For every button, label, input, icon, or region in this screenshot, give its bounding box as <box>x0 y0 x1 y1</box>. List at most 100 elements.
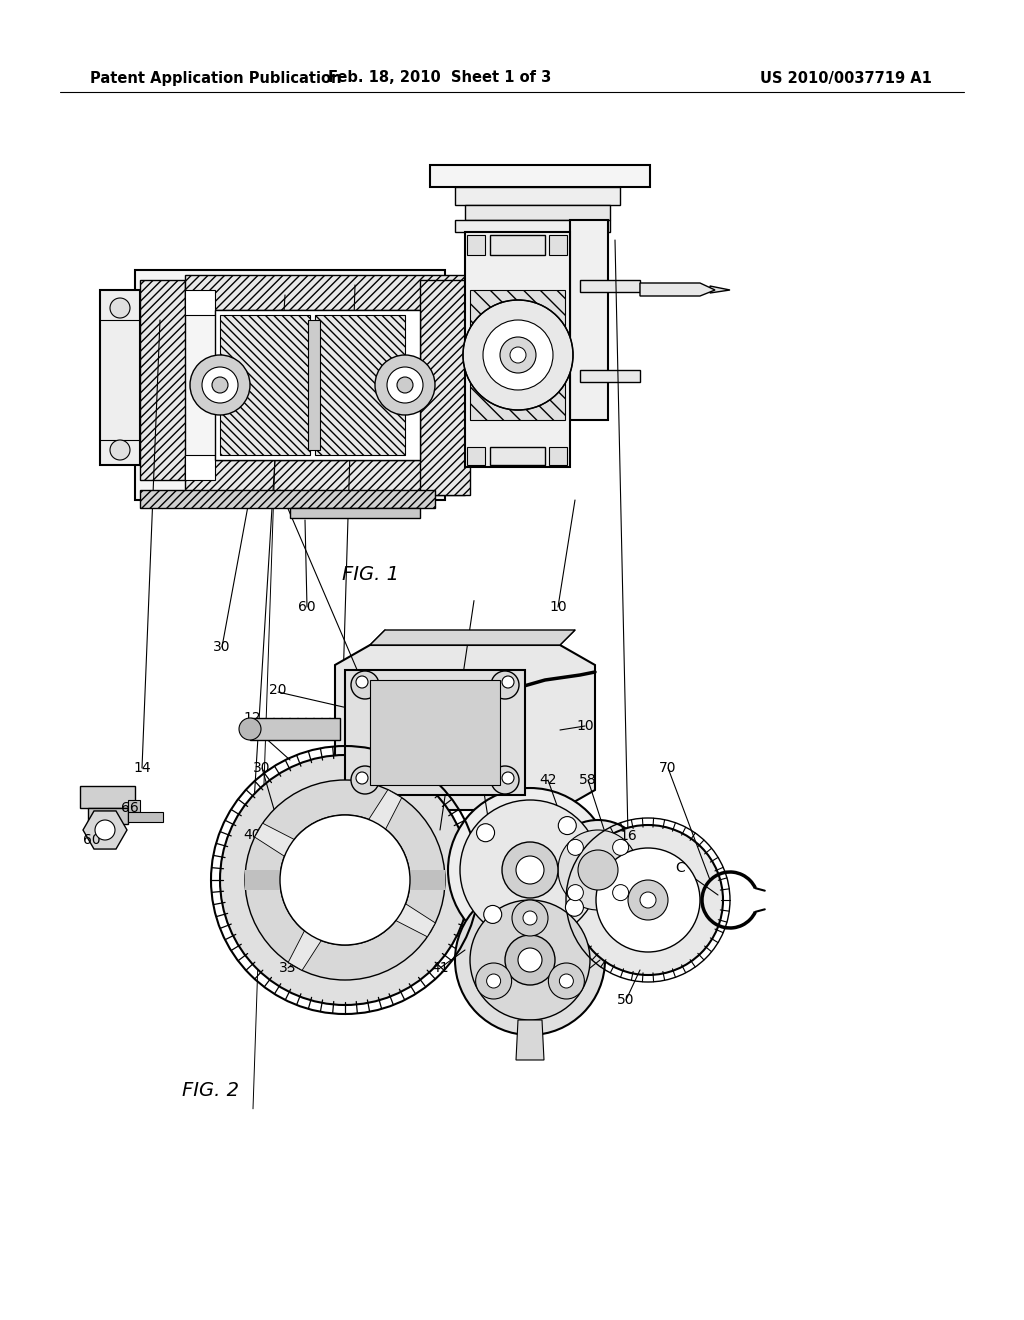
Circle shape <box>356 676 368 688</box>
Text: FIG. 1: FIG. 1 <box>341 565 398 585</box>
Circle shape <box>110 440 130 459</box>
Bar <box>465 232 570 467</box>
Circle shape <box>490 766 519 795</box>
Circle shape <box>476 824 495 842</box>
Text: 42: 42 <box>540 774 557 787</box>
Bar <box>220 315 310 455</box>
Bar <box>308 319 319 450</box>
Bar <box>185 459 465 495</box>
Circle shape <box>512 900 548 936</box>
Bar <box>135 271 445 500</box>
Circle shape <box>356 772 368 784</box>
Circle shape <box>548 820 648 920</box>
Bar <box>128 812 163 822</box>
Bar <box>315 315 406 455</box>
Circle shape <box>110 298 130 318</box>
Polygon shape <box>640 282 715 296</box>
Text: 66: 66 <box>121 801 139 814</box>
Circle shape <box>455 884 605 1035</box>
Circle shape <box>483 906 502 924</box>
Polygon shape <box>335 645 595 810</box>
Text: FIG. 2: FIG. 2 <box>181 1081 239 1100</box>
Circle shape <box>500 337 536 374</box>
Bar <box>345 671 525 795</box>
Circle shape <box>612 840 629 855</box>
Circle shape <box>280 814 410 945</box>
Bar <box>140 280 185 480</box>
Bar <box>185 275 465 310</box>
Bar <box>549 235 567 255</box>
Text: US 2010/0037719 A1: US 2010/0037719 A1 <box>760 70 932 86</box>
Text: 33: 33 <box>280 961 297 975</box>
Circle shape <box>463 300 573 411</box>
Circle shape <box>460 800 600 940</box>
Text: 40: 40 <box>492 981 509 995</box>
Circle shape <box>502 772 514 784</box>
Bar <box>370 680 500 785</box>
Bar <box>420 280 470 495</box>
Text: 10: 10 <box>549 601 567 614</box>
Text: 41: 41 <box>431 961 449 975</box>
Circle shape <box>523 911 537 925</box>
Circle shape <box>483 319 553 389</box>
Circle shape <box>567 884 584 900</box>
Text: 56: 56 <box>556 981 573 995</box>
Circle shape <box>578 850 618 890</box>
Text: Feb. 18, 2010  Sheet 1 of 3: Feb. 18, 2010 Sheet 1 of 3 <box>329 70 552 86</box>
Bar <box>455 187 620 205</box>
Circle shape <box>516 855 544 884</box>
Text: 40: 40 <box>244 828 261 842</box>
Circle shape <box>559 974 573 987</box>
Circle shape <box>245 780 445 979</box>
Bar <box>570 220 608 420</box>
Circle shape <box>628 880 668 920</box>
Circle shape <box>280 814 410 945</box>
Text: 10: 10 <box>577 719 594 733</box>
Circle shape <box>549 964 585 999</box>
Circle shape <box>502 842 558 898</box>
Bar <box>245 870 445 890</box>
Polygon shape <box>710 286 730 293</box>
Circle shape <box>640 892 656 908</box>
Polygon shape <box>83 810 127 849</box>
Circle shape <box>510 347 526 363</box>
Circle shape <box>612 884 629 900</box>
Bar <box>580 370 640 381</box>
Polygon shape <box>370 630 575 645</box>
Circle shape <box>212 378 228 393</box>
Text: 30: 30 <box>213 640 230 653</box>
Bar <box>185 455 215 480</box>
Polygon shape <box>288 931 322 970</box>
Bar <box>490 447 545 465</box>
Circle shape <box>486 974 501 987</box>
Circle shape <box>387 367 423 403</box>
Text: 60: 60 <box>298 601 315 614</box>
Polygon shape <box>255 824 294 857</box>
Bar <box>580 280 640 292</box>
Bar <box>430 165 650 187</box>
Circle shape <box>558 830 638 909</box>
Text: 50: 50 <box>330 843 347 857</box>
Polygon shape <box>369 789 401 829</box>
Text: 12: 12 <box>243 711 261 725</box>
Text: 16: 16 <box>620 829 637 843</box>
Circle shape <box>351 766 379 795</box>
Bar <box>465 205 610 220</box>
Text: 70: 70 <box>659 762 677 775</box>
Text: 60: 60 <box>83 833 100 847</box>
Polygon shape <box>396 904 435 937</box>
Circle shape <box>470 900 590 1020</box>
Circle shape <box>565 899 584 916</box>
Circle shape <box>351 671 379 700</box>
Circle shape <box>558 817 577 834</box>
Circle shape <box>95 820 115 840</box>
Circle shape <box>475 964 512 999</box>
Circle shape <box>567 840 584 855</box>
Text: Patent Application Publication: Patent Application Publication <box>90 70 341 86</box>
Text: 20: 20 <box>269 682 287 697</box>
Bar <box>467 447 485 465</box>
Bar <box>80 785 135 808</box>
Circle shape <box>202 367 238 403</box>
Bar <box>128 800 140 812</box>
Bar <box>490 235 545 255</box>
